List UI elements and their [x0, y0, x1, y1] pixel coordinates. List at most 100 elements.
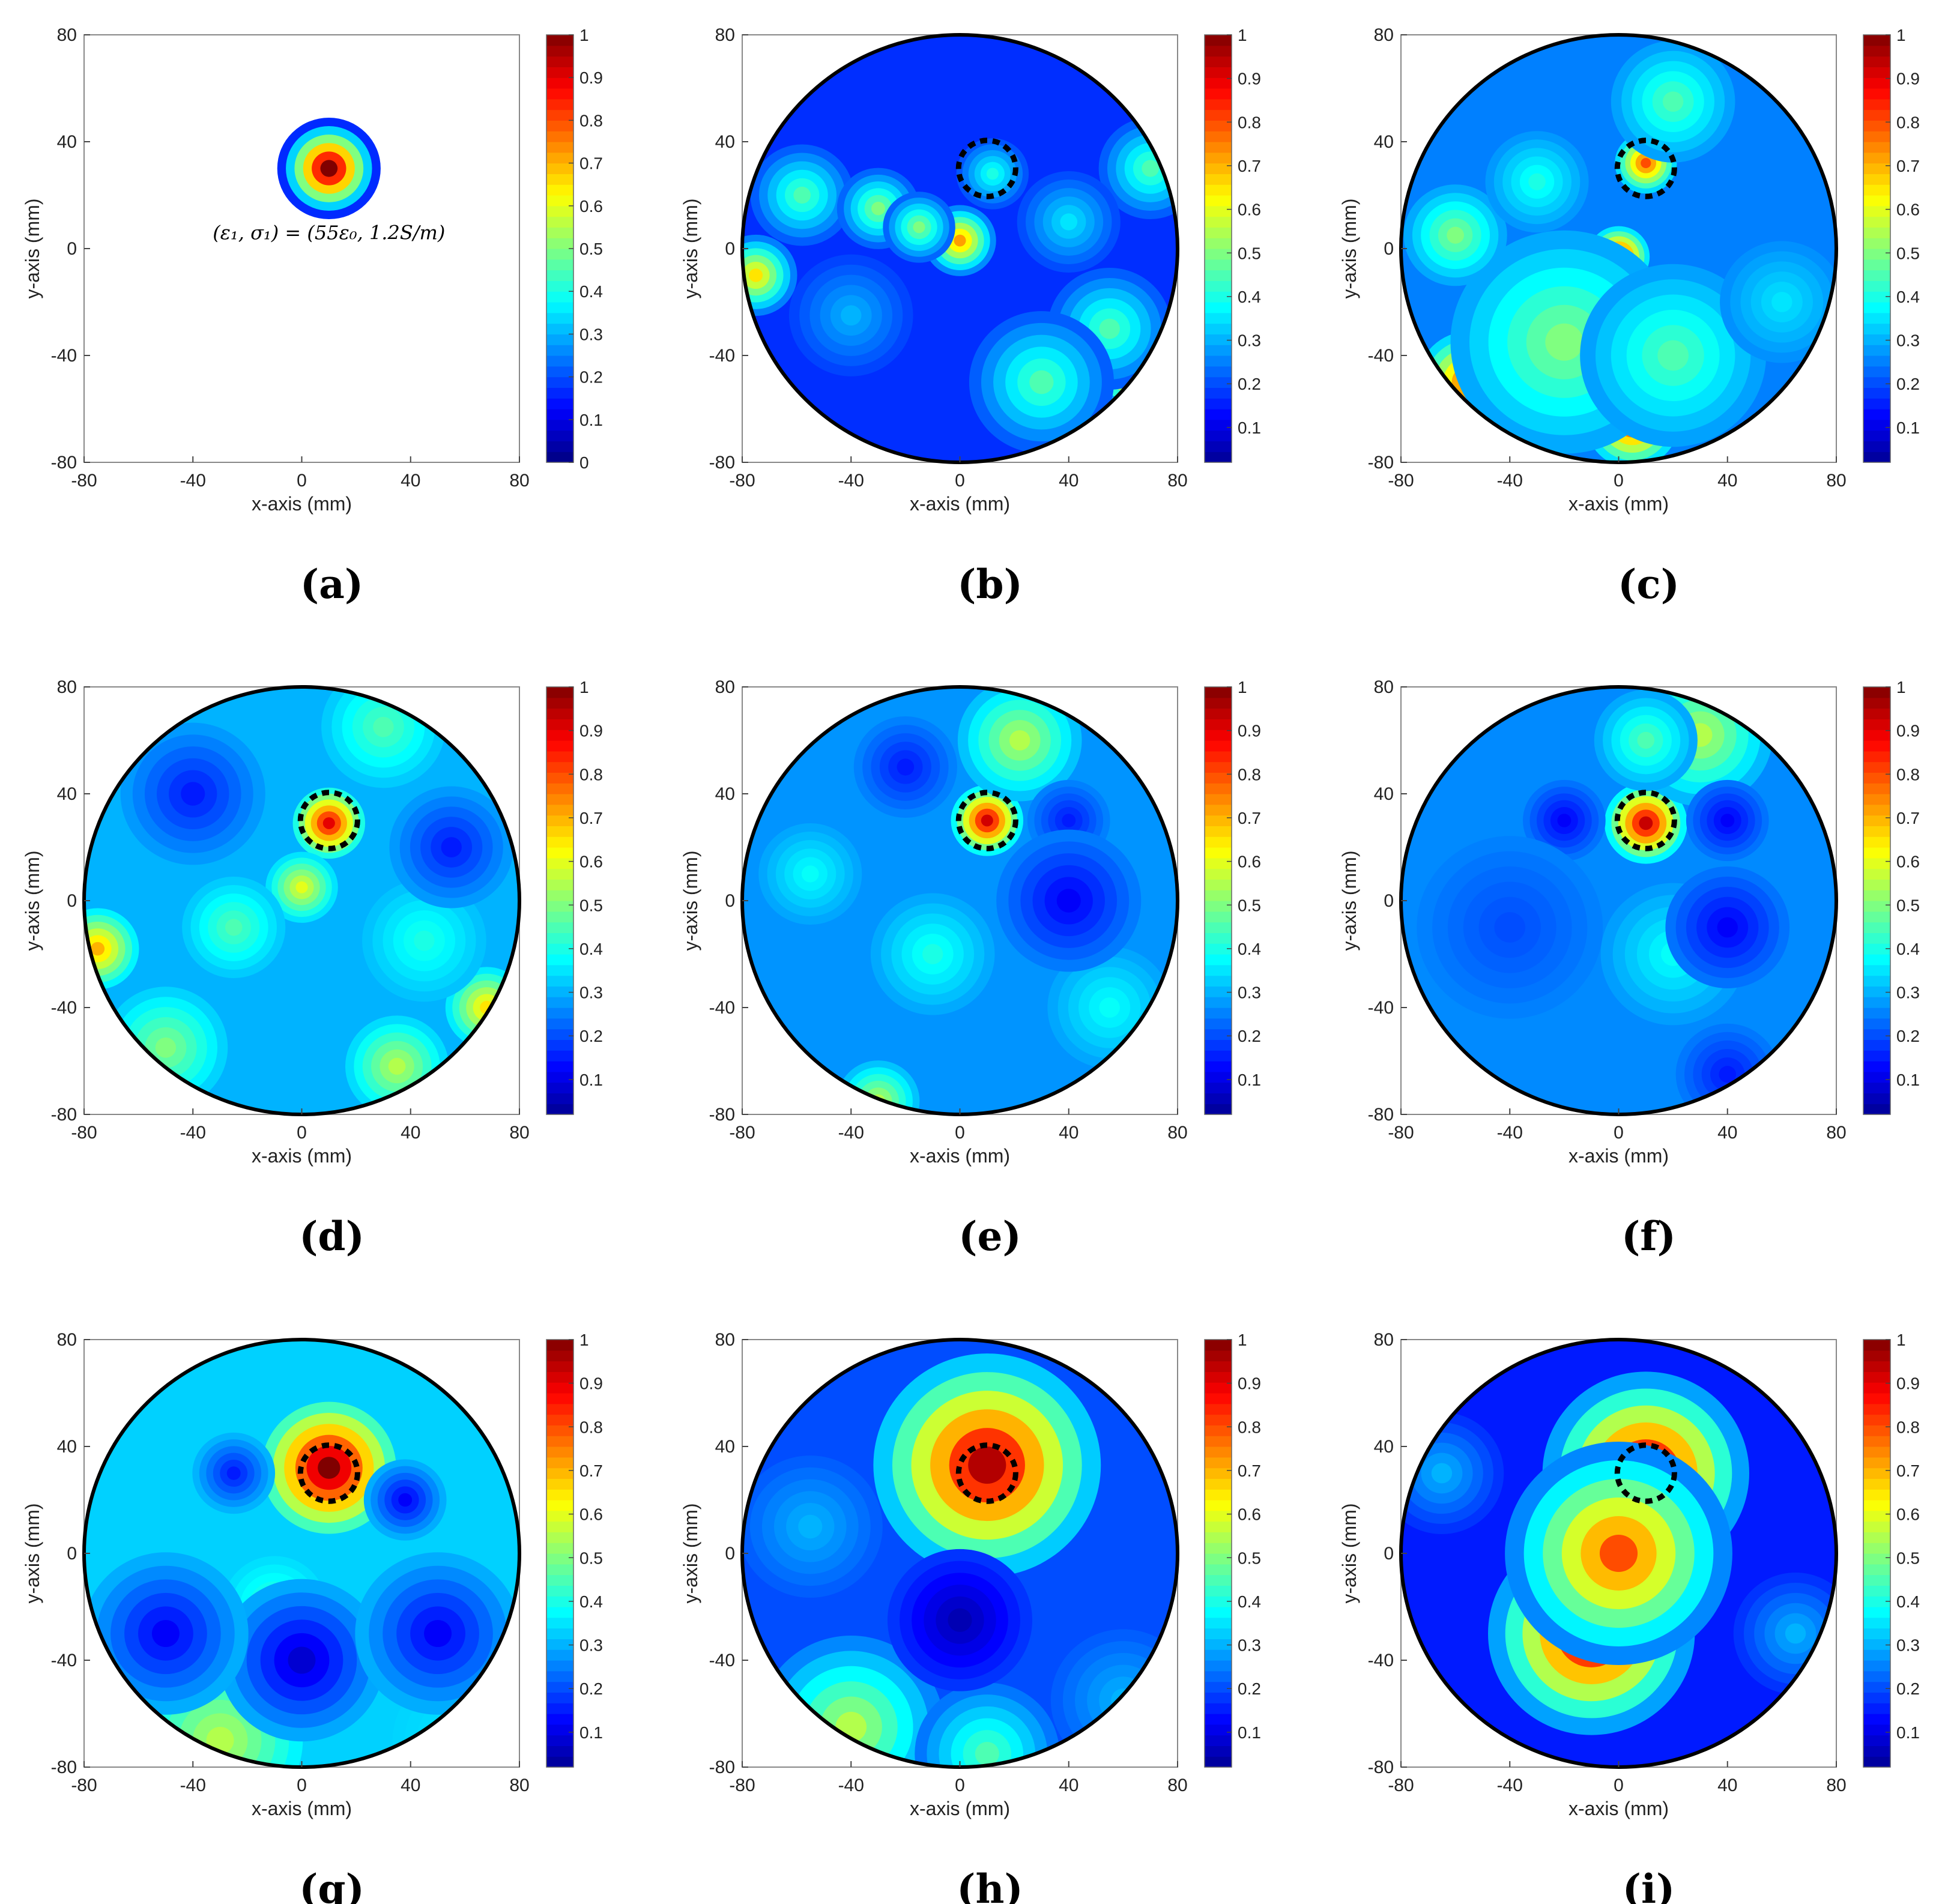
- colorbar-segment: [1205, 697, 1232, 709]
- field-blob-1-level-1: [295, 881, 308, 893]
- field-blob-6-level-1: [1447, 226, 1464, 244]
- field-blob-10-level-1: [441, 837, 462, 857]
- colorbar-tick-label: 0.3: [579, 984, 603, 1002]
- colorbar-tick-label: 0.8: [1896, 1418, 1920, 1436]
- colorbar-segment: [546, 312, 573, 324]
- y-tick-label: 40: [715, 132, 735, 152]
- heat-field: [742, 687, 1178, 1114]
- colorbar-segment: [1863, 56, 1890, 67]
- colorbar-segment: [1863, 98, 1890, 110]
- colorbar-segment: [1863, 1639, 1890, 1650]
- colorbar-tick-label: 0.3: [579, 325, 603, 343]
- colorbar-segment: [546, 1061, 573, 1072]
- colorbar-segment: [1205, 1628, 1232, 1639]
- x-tick-label: -40: [1497, 1123, 1523, 1143]
- colorbar-segment: [1863, 1457, 1890, 1469]
- colorbar-segment: [546, 761, 573, 773]
- colorbar-segment: [1205, 1457, 1232, 1469]
- colorbar-tick-label: 0.3: [1896, 331, 1920, 350]
- colorbar-segment: [1863, 954, 1890, 966]
- colorbar-frame: [1863, 686, 1891, 1115]
- colorbar-segment: [546, 67, 573, 78]
- colorbar-segment: [1205, 794, 1232, 805]
- colorbar-segment: [1863, 1649, 1890, 1661]
- field-blob-0-level-1: [968, 1446, 1006, 1484]
- x-axis-label: x-axis (mm): [910, 493, 1010, 515]
- colorbar-segment: [1863, 804, 1890, 816]
- colorbar-segment: [1863, 1735, 1890, 1746]
- colorbar-tick-label: 0.7: [1896, 157, 1920, 175]
- scatterer-outline: [297, 1442, 360, 1504]
- colorbar-segment: [1205, 826, 1232, 837]
- x-tick-label: 80: [1167, 1123, 1187, 1143]
- y-tick-label: 40: [1374, 784, 1394, 804]
- field-blob-9-level-1: [181, 782, 205, 806]
- colorbar-segment: [546, 142, 573, 153]
- colorbar-segment: [1205, 1692, 1232, 1703]
- colorbar-segment: [1205, 943, 1232, 955]
- colorbar-segment: [546, 730, 573, 741]
- colorbar-tick-label: 0.6: [579, 1505, 603, 1524]
- colorbar-segment: [546, 922, 573, 933]
- field-blob-4-level-1: [288, 1646, 316, 1674]
- colorbar-tick-label: 0.7: [579, 809, 603, 827]
- colorbar-segment: [546, 174, 573, 185]
- colorbar-segment: [546, 1510, 573, 1522]
- field-blob-4-level-1: [1545, 323, 1584, 361]
- y-axis-label: y-axis (mm): [680, 850, 701, 950]
- colorbar-segment: [1863, 1532, 1890, 1543]
- colorbar-segment: [546, 1457, 573, 1469]
- colorbar-segment: [546, 1596, 573, 1607]
- colorbar-segment: [1863, 1050, 1890, 1062]
- colorbar-tick-label: 0.2: [1896, 1027, 1920, 1045]
- colorbar-segment: [1863, 975, 1890, 987]
- colorbar-segment: [1205, 1660, 1232, 1672]
- colorbar-tick-label: 0.4: [579, 1592, 603, 1611]
- x-tick-label: -80: [71, 1123, 97, 1143]
- field-blob-0-level-1: [1641, 158, 1651, 169]
- y-tick-label: 0: [67, 1544, 77, 1564]
- colorbar-tick-label: 0.1: [1896, 1071, 1920, 1089]
- colorbar-segment: [1863, 1403, 1890, 1415]
- colorbar-segment: [546, 1617, 573, 1629]
- colorbar-segment: [1863, 1093, 1890, 1104]
- colorbar-segment: [546, 932, 573, 944]
- colorbar-tick-label: 0.3: [579, 1636, 603, 1655]
- colorbar-segment: [1205, 35, 1232, 46]
- field-blob-0-level-1: [318, 1457, 340, 1479]
- colorbar-segment: [1205, 815, 1232, 826]
- field-blob-5-level-1: [1720, 814, 1735, 827]
- colorbar-segment: [1205, 1564, 1232, 1576]
- colorbar-segment: [1863, 697, 1890, 709]
- colorbar-tick-label: 0.2: [1238, 375, 1261, 393]
- y-tick-label: 0: [725, 891, 735, 911]
- field-blob-7-level-1: [1662, 91, 1684, 112]
- colorbar-tick-label: 0.7: [579, 154, 603, 173]
- colorbar-segment: [1205, 1670, 1232, 1682]
- colorbar-segment: [1205, 56, 1232, 67]
- field-blob-8-level-1: [414, 930, 435, 951]
- colorbar-tick-label: 0.1: [1238, 1723, 1261, 1742]
- colorbar-segment: [546, 109, 573, 121]
- panel-d: -80 -40 0 40 80 -80 -40 0 40 80 x-axis (mm) y-axis …: [22, 677, 603, 1260]
- x-tick-label: -80: [729, 1776, 755, 1795]
- x-tick-label: 80: [509, 471, 529, 491]
- field-blob-5-level-1: [388, 1057, 406, 1075]
- colorbar-segment: [546, 772, 573, 784]
- colorbar-segment: [1205, 45, 1232, 57]
- colorbar-segment: [1205, 1724, 1232, 1736]
- colorbar-tick-label: 0.2: [1896, 375, 1920, 393]
- colorbar-segment: [1205, 1050, 1232, 1062]
- colorbar-segment: [1863, 815, 1890, 826]
- field-blob-7-level-1: [225, 919, 243, 936]
- colorbar-segment: [546, 1574, 573, 1586]
- scatterer-annotation: (ε₁, σ₁) = (55ε₀, 1.2S/m): [213, 222, 445, 244]
- colorbar-segment: [1863, 761, 1890, 773]
- x-tick-label: 0: [955, 1776, 965, 1795]
- colorbar-segment: [546, 1093, 573, 1104]
- colorbar-segment: [1205, 719, 1232, 730]
- colorbar-segment: [1205, 1735, 1232, 1746]
- field-blob-0-level-1: [954, 234, 966, 247]
- colorbar-segment: [1205, 964, 1232, 976]
- colorbar-segment: [546, 997, 573, 1008]
